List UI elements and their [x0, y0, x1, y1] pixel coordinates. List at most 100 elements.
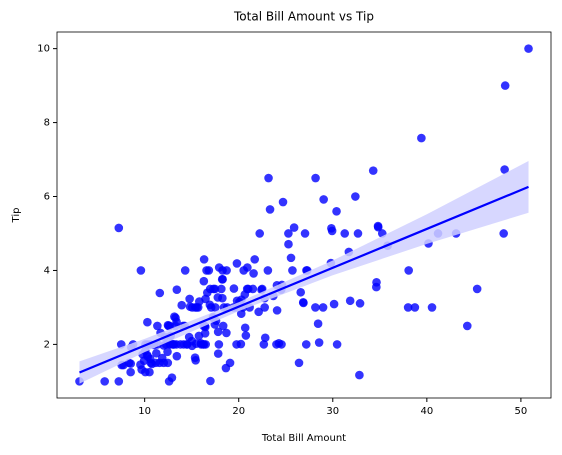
point	[214, 340, 224, 349]
point	[298, 297, 308, 307]
point	[229, 284, 239, 293]
point	[272, 306, 282, 315]
point	[213, 327, 223, 337]
point	[214, 263, 224, 272]
point	[272, 340, 281, 349]
point	[345, 296, 355, 306]
x-tick-label: 10	[138, 406, 151, 417]
point	[301, 340, 311, 349]
point	[114, 377, 124, 386]
point	[213, 293, 223, 302]
y-tick-label: 4	[44, 265, 50, 276]
point	[311, 303, 320, 312]
point	[259, 340, 269, 349]
point	[255, 229, 264, 238]
point	[351, 192, 360, 201]
y-tick-label: 10	[37, 44, 50, 55]
point	[314, 338, 324, 347]
point	[427, 303, 437, 312]
point	[206, 376, 215, 386]
point	[232, 259, 242, 268]
point	[100, 377, 109, 386]
point	[155, 288, 165, 298]
point	[249, 269, 258, 278]
y-tick-label: 6	[44, 192, 50, 203]
point	[185, 294, 194, 304]
point	[260, 333, 270, 343]
point	[172, 285, 182, 294]
point	[126, 367, 135, 377]
x-tick-label: 20	[232, 406, 245, 417]
point	[313, 319, 323, 328]
point	[232, 340, 241, 349]
point	[136, 266, 146, 275]
point	[472, 284, 482, 294]
point	[260, 303, 269, 312]
point	[500, 81, 510, 90]
point	[500, 165, 509, 174]
x-tick-label: 30	[326, 406, 339, 417]
point	[294, 358, 304, 368]
plot-frame	[56, 31, 552, 399]
point	[404, 266, 413, 275]
point	[180, 266, 190, 275]
point	[172, 351, 182, 361]
point	[340, 229, 350, 238]
point	[329, 299, 339, 309]
point	[410, 303, 420, 312]
point	[153, 321, 162, 331]
point	[163, 320, 173, 330]
point	[288, 266, 297, 275]
regression-line	[79, 185, 529, 374]
x-tick-label: 50	[515, 406, 528, 417]
point	[327, 224, 336, 233]
point	[462, 321, 472, 331]
point	[264, 173, 273, 183]
point	[263, 266, 273, 275]
point	[250, 255, 260, 264]
point	[136, 360, 145, 370]
point	[278, 197, 288, 207]
point	[417, 133, 426, 143]
point	[241, 331, 251, 340]
point	[114, 223, 124, 233]
point	[177, 300, 187, 310]
point	[332, 340, 342, 349]
point	[319, 195, 328, 204]
point	[296, 287, 306, 297]
point	[372, 282, 381, 292]
x-tick-label: 40	[420, 406, 433, 417]
point	[311, 173, 320, 183]
point	[353, 229, 363, 238]
point	[373, 222, 383, 232]
point	[184, 332, 194, 342]
point	[143, 317, 152, 327]
point	[403, 303, 413, 312]
point	[300, 229, 310, 238]
point	[202, 266, 211, 275]
point	[284, 239, 293, 249]
point	[152, 348, 161, 358]
point	[286, 253, 296, 263]
point	[221, 363, 231, 373]
y-tick-label: 8	[44, 118, 50, 129]
chart-title: Total Bill Amount vs Tip	[233, 10, 374, 24]
point	[239, 266, 249, 275]
x-axis-label: Total Bill Amount	[261, 433, 346, 444]
point	[213, 349, 223, 358]
point	[265, 205, 275, 214]
point	[236, 309, 246, 319]
point	[199, 276, 209, 286]
point	[163, 347, 172, 357]
point	[185, 302, 195, 311]
y-axis-label: Tip	[11, 208, 22, 224]
point	[355, 299, 365, 308]
point	[289, 223, 299, 232]
point	[164, 377, 174, 386]
point	[499, 229, 508, 238]
point	[284, 229, 293, 238]
point	[524, 44, 533, 53]
y-tick-label: 2	[44, 339, 50, 350]
point	[194, 331, 204, 341]
